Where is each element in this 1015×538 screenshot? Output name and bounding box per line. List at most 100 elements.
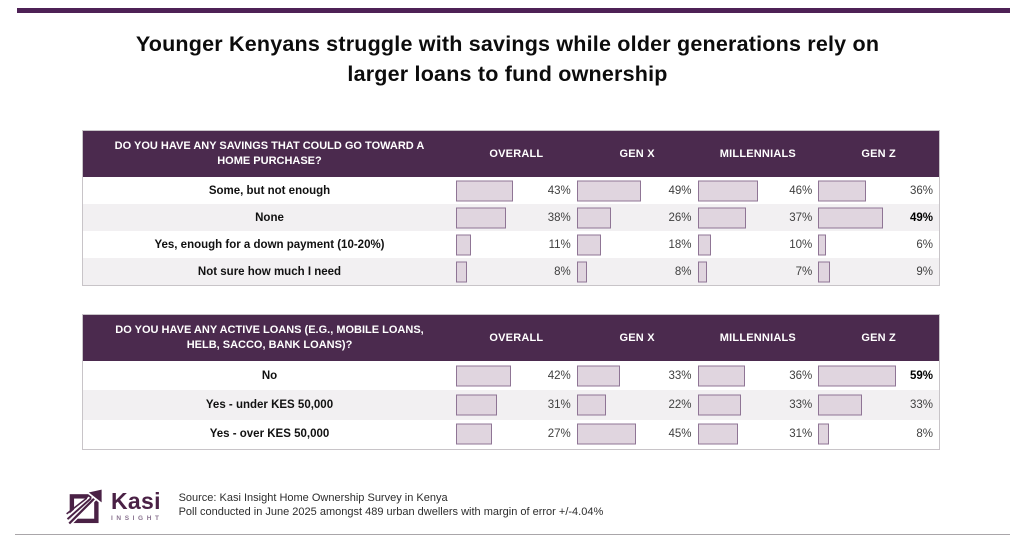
value-bar bbox=[456, 207, 507, 228]
value-cell: 22% bbox=[576, 390, 698, 419]
table-row: No 42% 33% 36% 59% bbox=[83, 361, 939, 391]
value-bar bbox=[818, 365, 897, 387]
table-row: Yes, enough for a down payment (10-20%) 1… bbox=[83, 231, 939, 258]
row-label: Yes, enough for a down payment (10-20%) bbox=[154, 238, 385, 251]
value-cell: 49% bbox=[818, 204, 939, 231]
value-bar bbox=[818, 207, 883, 228]
kasi-logo-name: Kasi bbox=[111, 487, 161, 514]
value-label: 45% bbox=[668, 428, 692, 441]
value-cell: 31% bbox=[697, 420, 819, 449]
value-bar bbox=[576, 394, 606, 416]
value-cell: 27% bbox=[456, 420, 577, 449]
row-label: Not sure how much I need bbox=[197, 265, 342, 278]
value-cell: 33% bbox=[576, 361, 698, 390]
value-label: 33% bbox=[789, 398, 813, 411]
value-label: 46% bbox=[789, 184, 813, 197]
value-cell: 26% bbox=[576, 204, 698, 231]
value-cell: 8% bbox=[576, 258, 698, 285]
value-cell: 42% bbox=[456, 361, 577, 390]
value-bar bbox=[818, 423, 829, 445]
value-cell: 10% bbox=[697, 231, 819, 258]
row-label: Yes - under KES 50,000 bbox=[205, 398, 334, 411]
kasi-logo-text: Kasi INSIGHT bbox=[111, 487, 163, 523]
value-cell: 7% bbox=[697, 258, 819, 285]
value-label: 33% bbox=[909, 398, 933, 411]
kasi-logo-icon bbox=[66, 487, 104, 526]
table-question: DO YOU HAVE ANY SAVINGS THAT COULD GO TO… bbox=[114, 139, 425, 167]
row-label: Yes - over KES 50,000 bbox=[209, 428, 330, 441]
footer: Kasi INSIGHT Source: Kasi Insight Home O… bbox=[64, 484, 603, 528]
value-bar bbox=[697, 180, 759, 201]
table-question: DO YOU HAVE ANY ACTIVE LOANS (E.G., MOBI… bbox=[115, 323, 424, 351]
table-row: Not sure how much I need 8% 8% 7% 9% bbox=[83, 258, 939, 285]
value-cell: 38% bbox=[456, 204, 577, 231]
value-cell: 45% bbox=[576, 420, 698, 449]
value-bar bbox=[576, 180, 642, 201]
column-header-gen-x: GEN X bbox=[619, 148, 655, 160]
column-header-gen-z: GEN Z bbox=[861, 332, 896, 344]
value-cell: 8% bbox=[818, 420, 939, 449]
value-bar bbox=[456, 234, 471, 255]
savings-table: DO YOU HAVE ANY SAVINGS THAT COULD GO TO… bbox=[82, 130, 940, 286]
table-header-row: DO YOU HAVE ANY SAVINGS THAT COULD GO TO… bbox=[83, 131, 939, 177]
value-bar bbox=[697, 365, 746, 387]
value-label: 26% bbox=[668, 211, 692, 224]
value-label: 8% bbox=[674, 265, 692, 278]
value-label: 6% bbox=[916, 238, 933, 251]
value-bar bbox=[456, 365, 512, 387]
value-cell: 6% bbox=[818, 231, 939, 258]
value-bar bbox=[697, 261, 707, 282]
value-bar bbox=[818, 261, 831, 282]
value-cell: 46% bbox=[697, 177, 819, 204]
value-cell: 43% bbox=[456, 177, 577, 204]
row-label: Some, but not enough bbox=[208, 184, 331, 197]
source-line-2: Poll conducted in June 2025 amongst 489 … bbox=[178, 506, 604, 518]
value-label: 8% bbox=[916, 428, 933, 441]
value-bar bbox=[576, 234, 601, 255]
value-label: 31% bbox=[547, 398, 571, 411]
column-header-millennials: MILLENNIALS bbox=[719, 332, 796, 344]
kasi-logo-subtitle: INSIGHT bbox=[111, 514, 163, 522]
value-label: 36% bbox=[789, 369, 813, 382]
value-label: 9% bbox=[916, 265, 933, 278]
value-bar bbox=[576, 207, 612, 228]
loans-table: DO YOU HAVE ANY ACTIVE LOANS (E.G., MOBI… bbox=[82, 314, 940, 450]
value-label: 43% bbox=[547, 184, 571, 197]
value-cell: 9% bbox=[818, 258, 939, 285]
page-title: Younger Kenyans struggle with savings wh… bbox=[40, 30, 975, 89]
value-label: 49% bbox=[909, 211, 933, 224]
value-cell: 11% bbox=[456, 231, 577, 258]
column-header-overall: OVERALL bbox=[489, 148, 544, 160]
table-row: None 38% 26% 37% 49% bbox=[83, 204, 939, 231]
value-cell: 31% bbox=[456, 390, 577, 419]
value-label: 33% bbox=[668, 369, 692, 382]
value-bar bbox=[456, 180, 513, 201]
value-bar bbox=[818, 394, 862, 416]
top-accent-line bbox=[17, 8, 1010, 13]
title-line-1: Younger Kenyans struggle with savings wh… bbox=[135, 32, 880, 56]
value-label: 37% bbox=[789, 211, 813, 224]
value-label: 11% bbox=[548, 238, 571, 251]
value-label: 31% bbox=[789, 428, 813, 441]
value-cell: 59% bbox=[818, 361, 939, 390]
value-cell: 8% bbox=[456, 258, 577, 285]
value-bar bbox=[576, 423, 637, 445]
table-row: Yes - under KES 50,000 31% 22% 33% 33% bbox=[83, 390, 939, 420]
value-bar bbox=[576, 365, 621, 387]
table-row: Yes - over KES 50,000 27% 45% 31% 8% bbox=[83, 419, 939, 449]
value-label: 7% bbox=[795, 265, 813, 278]
row-label: No bbox=[261, 369, 278, 382]
value-label: 49% bbox=[668, 184, 692, 197]
column-header-gen-z: GEN Z bbox=[861, 148, 896, 160]
value-cell: 36% bbox=[818, 177, 939, 204]
value-label: 10% bbox=[789, 238, 813, 251]
value-cell: 37% bbox=[697, 204, 819, 231]
value-bar bbox=[456, 261, 467, 282]
column-header-gen-x: GEN X bbox=[619, 332, 655, 344]
value-label: 36% bbox=[909, 184, 933, 197]
title-line-2: larger loans to fund ownership bbox=[347, 61, 668, 86]
value-bar bbox=[818, 234, 827, 255]
kasi-insight-logo: Kasi INSIGHT bbox=[64, 484, 163, 528]
value-cell: 49% bbox=[576, 177, 698, 204]
